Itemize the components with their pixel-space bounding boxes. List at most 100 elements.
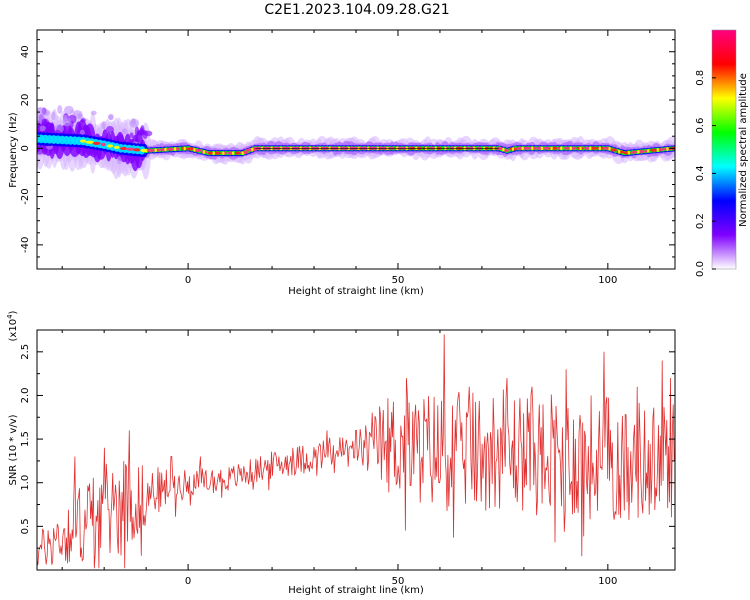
- spectrum-yellow-mark: [222, 151, 225, 155]
- spectrum-yellow-mark: [589, 146, 592, 151]
- spectrogram-x-label: Height of straight line (km): [288, 286, 424, 297]
- spectrum-peak-mark: [516, 146, 524, 150]
- spectrum-speck-mark: [38, 125, 47, 132]
- spectrum-peak-mark: [106, 144, 114, 148]
- spectrum-yellow-mark: [164, 147, 167, 152]
- snr-y-multiplier: (x104): [6, 310, 19, 341]
- spectrum-peak-mark: [589, 146, 598, 150]
- colorbar-tick-label: 0.6: [695, 118, 706, 134]
- spectrum-yellow-mark: [550, 146, 553, 151]
- spectrum-peak-mark: [563, 146, 570, 150]
- spectrum-speck-mark: [62, 117, 72, 127]
- spectrum-yellow-mark: [637, 149, 640, 154]
- spectrum-speck-mark: [78, 113, 83, 120]
- spectrum-speck-mark: [51, 111, 56, 121]
- spectrum-peak-mark: [503, 148, 509, 153]
- spectrogram-y-label: Frequency (Hz): [8, 112, 19, 188]
- spectrum-speck-mark: [116, 156, 122, 165]
- y-tick-label: 1.0: [20, 475, 31, 491]
- spectrum-peak-mark: [584, 146, 590, 150]
- spectrum-speck-mark: [105, 126, 114, 134]
- spectrum-speck-mark: [80, 118, 86, 123]
- x-tick-label: 50: [392, 275, 405, 286]
- spectrogram-marks: [37, 105, 675, 180]
- colorbar: 0.0 0.2 0.4 0.6 0.8 Normalized spectral ampl…: [695, 29, 749, 277]
- x-tick-label: 50: [392, 576, 405, 587]
- colorbar-tick-label: 0.8: [695, 70, 706, 86]
- spectrum-yellow-mark: [502, 147, 505, 152]
- y-tick-label: 20: [20, 94, 31, 107]
- spectrum-yellow-mark: [598, 146, 602, 151]
- spectrum-yellow-mark: [627, 150, 631, 155]
- spectrum-peak-mark: [495, 146, 504, 151]
- spectrum-yellow-mark: [656, 148, 659, 152]
- spectrum-yellow-mark: [646, 149, 650, 153]
- spectrum-yellow-mark: [617, 149, 621, 154]
- spectrum-peak-mark: [80, 139, 87, 143]
- spectrum-speck-mark: [129, 118, 140, 128]
- spectrum-speck-mark: [41, 118, 50, 127]
- x-tick-label: 100: [598, 576, 617, 587]
- colorbar-tick-label: 0.2: [695, 213, 706, 229]
- spectrum-peak-mark: [120, 146, 127, 151]
- spectrum-yellow-mark: [511, 147, 515, 151]
- y-tick-label: 1.5: [20, 431, 31, 447]
- spectrum-speck-mark: [117, 134, 124, 142]
- spectrum-yellow-mark: [241, 151, 244, 155]
- y-tick-label: 40: [20, 45, 31, 58]
- spectrum-speck-mark: [37, 107, 46, 116]
- snr-series-line: [37, 334, 675, 569]
- spectrum-peak-mark: [113, 145, 120, 149]
- spectrum-speck-mark: [63, 105, 74, 115]
- spectrum-peak-mark: [186, 147, 196, 151]
- spectrum-yellow-mark: [608, 146, 611, 151]
- colorbar-label: Normalized spectral amplitude: [738, 73, 749, 227]
- colorbar-tick-label: 0.0: [695, 261, 706, 277]
- spectrum-yellow-mark: [183, 146, 186, 151]
- spectrum-speck-mark: [121, 128, 128, 135]
- spectrum-speck-mark: [129, 132, 134, 138]
- colorbar-frame: [711, 29, 737, 270]
- spectrum-yellow-mark: [144, 148, 148, 153]
- y-tick-label: 0.5: [20, 518, 31, 534]
- spectrum-peak-mark: [548, 146, 558, 150]
- colorbar-ticks: 0.0 0.2 0.4 0.6 0.8: [695, 70, 716, 277]
- spectrum-peak-mark: [240, 150, 249, 155]
- spectrum-peak-mark: [207, 151, 214, 155]
- spectrum-peak-mark: [100, 142, 106, 147]
- colorbar-tick-label: 0.4: [695, 165, 706, 181]
- x-tick-label: 100: [598, 275, 617, 286]
- spectrum-peak-mark: [630, 150, 637, 154]
- spectrum-peak-mark: [214, 151, 221, 155]
- y-tick-label: 2.5: [20, 344, 31, 360]
- colorbar-bar: [712, 30, 736, 269]
- spectrum-yellow-mark: [231, 151, 235, 155]
- spectrum-yellow-mark: [173, 147, 177, 151]
- y-tick-label: 2.0: [20, 388, 31, 404]
- spectrum-peak-mark: [543, 146, 550, 150]
- spectrum-peak-mark: [650, 148, 658, 152]
- spectrum-yellow-mark: [540, 146, 544, 151]
- y-tick-label: -40: [20, 237, 31, 253]
- spectrum-speck-mark: [101, 121, 106, 130]
- figure-title: C2E1.2023.104.09.28.G21: [264, 2, 449, 18]
- x-tick-label: 0: [185, 275, 191, 286]
- spectrum-yellow-mark: [193, 147, 196, 152]
- snr-y-label: SNR (10 * v/v): [8, 414, 19, 485]
- spectrum-peak-mark: [234, 151, 241, 155]
- spectrum-peak-mark: [610, 148, 618, 152]
- spectrum-peak-mark: [146, 148, 155, 153]
- spectrum-peak-mark: [92, 141, 101, 145]
- snr-panel: 0 50 100 0.5 1.0 1.5 2.0 2.5 Height of straight…: [6, 310, 676, 596]
- spectrum-yellow-mark: [560, 146, 563, 151]
- x-tick-label: 0: [185, 576, 191, 587]
- spectrum-speck-mark: [90, 110, 97, 116]
- spectrum-speck-mark: [44, 127, 55, 134]
- spectrum-peak-mark: [657, 148, 664, 152]
- spectrum-yellow-mark: [202, 150, 206, 154]
- spectrum-yellow-mark: [579, 146, 582, 151]
- spectrogram-panel: 0 50 100 -40 -20 0 20 40 Height of straight lin…: [8, 29, 676, 297]
- spectrum-yellow-mark: [531, 146, 534, 151]
- spectrum-yellow-mark: [666, 147, 669, 151]
